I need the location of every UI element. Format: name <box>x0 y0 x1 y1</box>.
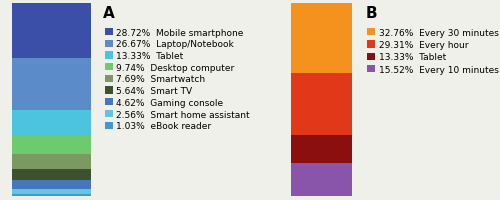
Text: B: B <box>365 6 377 21</box>
Bar <box>12 59 90 110</box>
Legend: 28.72%  Mobile smartphone, 26.67%  Laptop/Notebook, 13.33%  Tablet, 9.74%  Deskt: 28.72% Mobile smartphone, 26.67% Laptop/… <box>104 28 250 131</box>
Bar <box>291 4 352 73</box>
Bar <box>291 135 352 163</box>
Bar <box>291 163 352 196</box>
Bar <box>12 189 90 194</box>
Legend: 32.76%  Every 30 minutes, 29.31%  Every hour, 13.33%  Tablet, 15.52%  Every 10 m: 32.76% Every 30 minutes, 29.31% Every ho… <box>367 28 498 75</box>
Bar <box>12 169 90 180</box>
Bar <box>12 4 90 59</box>
Text: A: A <box>103 6 115 21</box>
Bar <box>291 73 352 135</box>
Bar <box>12 180 90 189</box>
Bar <box>12 110 90 136</box>
Bar <box>12 136 90 155</box>
Bar <box>12 155 90 169</box>
Bar <box>12 194 90 196</box>
